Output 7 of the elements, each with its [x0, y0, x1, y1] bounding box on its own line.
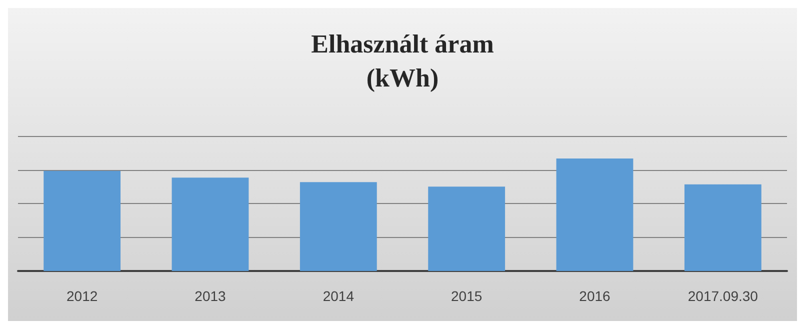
x-tick-label: 2013 [194, 288, 226, 304]
x-tick-label: 2014 [322, 288, 354, 304]
x-tick-label: 2015 [451, 288, 482, 304]
x-tick-label: 2017.09.30 [688, 288, 758, 304]
x-tick-label: 2016 [579, 288, 611, 304]
x-tick-label: 2012 [66, 288, 98, 304]
chart-title: Elhasznált áram (kWh) [311, 30, 494, 92]
